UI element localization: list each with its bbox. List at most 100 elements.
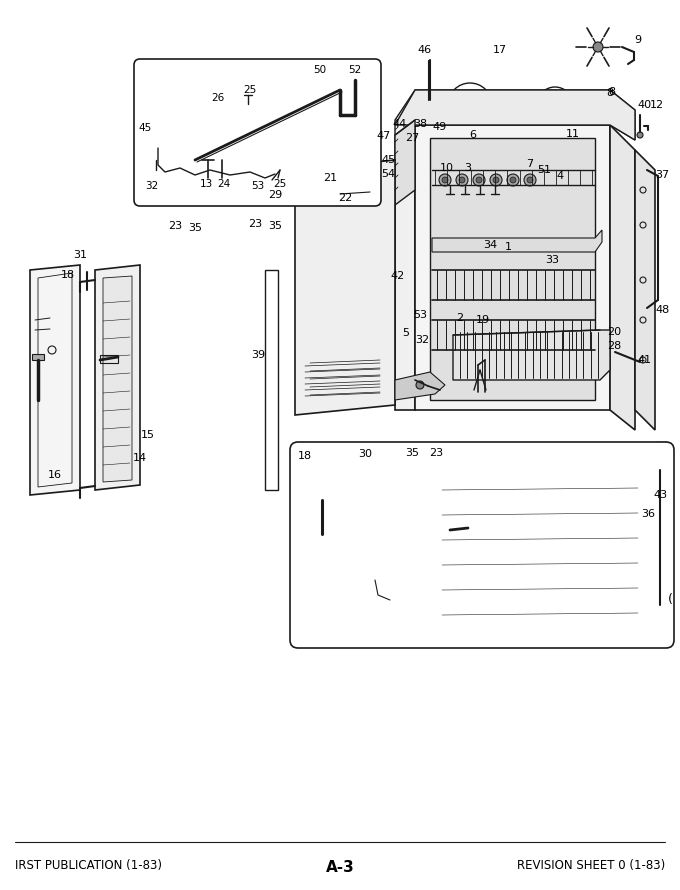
Text: 18: 18 [298,451,312,461]
Polygon shape [432,230,602,252]
Text: 23: 23 [168,221,182,231]
Bar [317,495,327,500]
Polygon shape [95,265,140,490]
Text: 42: 42 [391,271,405,281]
Circle shape [456,174,468,186]
Text: 27: 27 [405,133,419,143]
Text: 24: 24 [218,179,231,189]
Text: 47: 47 [377,131,391,141]
Circle shape [510,177,516,183]
Text: 22: 22 [338,193,352,203]
Text: 32: 32 [146,181,158,191]
Circle shape [476,177,482,183]
Text: 2: 2 [456,313,464,323]
Circle shape [442,177,448,183]
Text: 18: 18 [61,270,75,280]
Circle shape [416,381,424,389]
Text: 37: 37 [655,170,669,180]
Polygon shape [328,470,386,616]
Text: 4: 4 [556,171,564,181]
Text: 25: 25 [243,85,256,95]
Text: 8: 8 [607,88,613,98]
Polygon shape [103,276,132,482]
Text: 45: 45 [381,155,395,165]
Text: 43: 43 [653,490,667,500]
Text: 52: 52 [348,65,362,75]
Text: 3: 3 [464,163,471,173]
Polygon shape [395,125,415,410]
Circle shape [507,174,519,186]
Text: 12: 12 [650,100,664,110]
Text: REVISION SHEET 0 (1-83): REVISION SHEET 0 (1-83) [517,859,665,871]
Text: 19: 19 [476,315,490,325]
Text: 34: 34 [483,240,497,250]
Text: 25: 25 [273,179,287,189]
Circle shape [181,127,203,149]
Text: 6: 6 [469,130,477,140]
Polygon shape [440,458,640,628]
Polygon shape [415,125,610,410]
Text: 14: 14 [133,453,147,463]
Polygon shape [310,466,320,492]
Text: 1: 1 [505,242,511,252]
Polygon shape [453,330,610,380]
Text: 29: 29 [268,190,282,200]
Circle shape [593,42,603,52]
Text: 40: 40 [637,100,651,110]
Text: 35: 35 [405,448,419,458]
Text: 35: 35 [188,223,202,233]
Circle shape [527,177,533,183]
Text: 39: 39 [251,350,265,360]
Text: 28: 28 [607,341,621,351]
Text: 33: 33 [545,255,559,265]
Text: (: ( [668,594,673,606]
Text: 32: 32 [415,335,429,345]
Text: 48: 48 [656,305,670,315]
Text: 23: 23 [248,219,262,229]
Text: 17: 17 [493,45,507,55]
Bar [32,354,44,360]
Text: 41: 41 [638,355,652,365]
Circle shape [473,174,485,186]
Text: 36: 36 [641,509,655,519]
Text: 13: 13 [199,179,213,189]
Text: 44: 44 [393,119,407,129]
Text: 53: 53 [252,181,265,191]
Text: 54: 54 [381,169,395,179]
Text: 15: 15 [141,430,155,440]
Bar [155,128,187,148]
Circle shape [490,174,502,186]
Circle shape [439,174,451,186]
Circle shape [244,104,252,112]
Text: 46: 46 [417,45,431,55]
Circle shape [188,134,196,142]
Circle shape [524,174,536,186]
Text: 30: 30 [358,449,372,459]
FancyBboxPatch shape [134,59,381,206]
Text: A-3: A-3 [326,861,354,876]
Text: 8: 8 [609,87,615,97]
Text: IRST PUBLICATION (1-83): IRST PUBLICATION (1-83) [15,859,162,871]
Text: 26: 26 [211,93,224,103]
Text: 20: 20 [607,327,621,337]
Text: 53: 53 [413,310,427,320]
Circle shape [493,177,499,183]
Circle shape [459,177,465,183]
Polygon shape [395,90,635,155]
Text: 51: 51 [537,165,551,175]
Bar [152,170,167,180]
Text: 10: 10 [440,163,454,173]
Text: 5: 5 [403,328,409,338]
Polygon shape [318,462,395,625]
Polygon shape [295,160,395,415]
Text: 11: 11 [566,129,580,139]
Text: 49: 49 [433,122,447,132]
Text: 16: 16 [48,470,62,480]
Circle shape [251,173,261,183]
Text: 9: 9 [634,35,641,45]
Polygon shape [395,372,445,400]
Polygon shape [395,90,635,140]
Polygon shape [430,138,595,400]
Polygon shape [610,125,635,430]
Text: 45: 45 [138,123,152,133]
